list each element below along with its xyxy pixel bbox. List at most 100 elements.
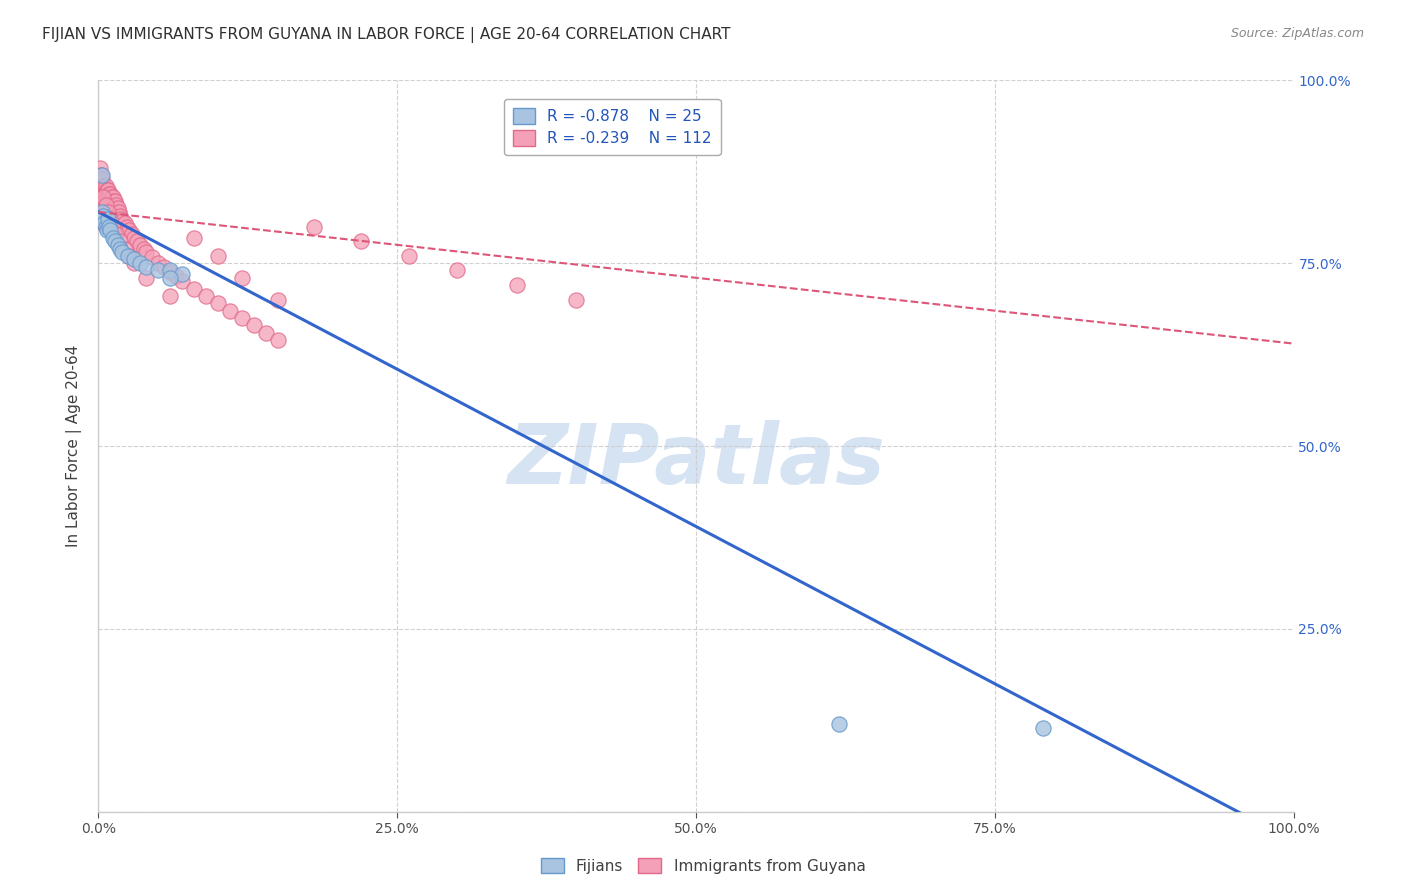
Point	[93, 186, 115, 201]
Point	[90, 183, 112, 197]
Point	[124, 252, 146, 267]
Point	[93, 194, 115, 208]
Point	[254, 326, 277, 340]
Point	[124, 256, 146, 270]
Point	[101, 230, 124, 244]
Point	[91, 194, 114, 208]
Point	[231, 310, 253, 325]
Point	[96, 219, 118, 234]
Point	[108, 234, 131, 248]
Point	[90, 190, 112, 204]
Point	[94, 179, 117, 194]
Point	[104, 202, 127, 216]
Point	[302, 219, 325, 234]
Y-axis label: In Labor Force | Age 20-64: In Labor Force | Age 20-64	[66, 345, 83, 547]
Point	[97, 212, 120, 227]
Point	[93, 202, 115, 216]
Point	[446, 263, 468, 277]
Point	[91, 172, 114, 186]
Point	[91, 190, 114, 204]
Point	[565, 293, 588, 307]
Point	[148, 256, 170, 270]
Point	[105, 227, 128, 241]
Point	[141, 250, 163, 264]
Point	[243, 318, 266, 333]
Point	[93, 179, 115, 194]
Point	[207, 296, 229, 310]
Point	[96, 223, 118, 237]
Point	[104, 194, 127, 208]
Point	[96, 205, 118, 219]
Point	[207, 249, 229, 263]
Point	[96, 190, 118, 204]
Point	[98, 186, 122, 201]
Point	[117, 249, 139, 263]
Point	[89, 169, 111, 183]
Point	[98, 194, 122, 208]
Point	[110, 212, 132, 227]
Point	[97, 183, 120, 197]
Point	[124, 230, 146, 244]
Point	[98, 219, 121, 234]
Point	[107, 202, 129, 216]
Point	[98, 202, 121, 216]
Point	[94, 209, 117, 223]
Point	[172, 267, 194, 281]
Point	[91, 186, 114, 201]
Point	[105, 205, 128, 219]
Point	[132, 242, 155, 256]
Point	[97, 212, 120, 227]
Point	[118, 223, 141, 237]
Point	[165, 269, 187, 284]
Point	[159, 265, 181, 279]
Point	[114, 242, 136, 256]
Point	[98, 223, 122, 237]
Point	[90, 169, 112, 183]
Point	[91, 209, 114, 223]
Point	[159, 289, 181, 303]
Point	[96, 212, 118, 227]
Point	[135, 270, 157, 285]
Point	[107, 205, 129, 219]
Text: Source: ZipAtlas.com: Source: ZipAtlas.com	[1230, 27, 1364, 40]
Point	[159, 270, 181, 285]
Point	[91, 209, 114, 223]
Point	[91, 202, 114, 216]
Point	[231, 270, 253, 285]
Point	[89, 179, 111, 194]
Point	[91, 216, 114, 230]
Point	[148, 263, 170, 277]
Legend: R = -0.878    N = 25, R = -0.239    N = 112: R = -0.878 N = 25, R = -0.239 N = 112	[505, 99, 720, 155]
Point	[98, 186, 121, 201]
Point	[98, 202, 122, 216]
Point	[107, 237, 129, 252]
Point	[94, 186, 117, 201]
Point	[1032, 721, 1054, 735]
Point	[101, 219, 124, 234]
Point	[103, 194, 125, 208]
Point	[100, 190, 122, 204]
Point	[172, 275, 194, 289]
Point	[135, 245, 157, 260]
Point	[91, 202, 114, 216]
Point	[219, 303, 242, 318]
Point	[129, 237, 152, 252]
Point	[101, 190, 124, 204]
Point	[94, 216, 117, 230]
Point	[91, 169, 114, 183]
Point	[125, 234, 148, 248]
Point	[183, 230, 205, 244]
Legend: Fijians, Immigrants from Guyana: Fijians, Immigrants from Guyana	[534, 852, 872, 880]
Point	[108, 209, 131, 223]
Point	[94, 219, 117, 234]
Point	[94, 194, 117, 208]
Point	[506, 278, 529, 293]
Point	[103, 202, 125, 216]
Point	[90, 176, 112, 190]
Point	[111, 213, 134, 227]
Point	[121, 227, 143, 241]
Point	[98, 194, 121, 208]
Point	[108, 242, 131, 256]
Point	[159, 263, 181, 277]
Point	[96, 197, 118, 211]
